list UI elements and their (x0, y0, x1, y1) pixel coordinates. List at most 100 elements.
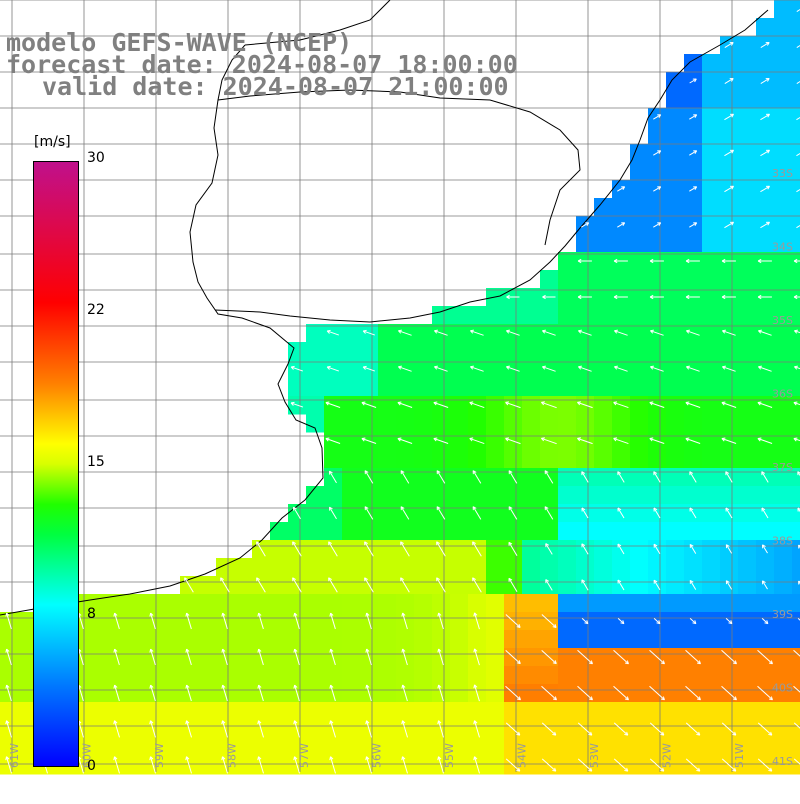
wind-speed-cell (702, 108, 721, 127)
wind-speed-cell (774, 108, 793, 127)
wind-speed-cell (198, 756, 217, 775)
wind-speed-cell (630, 450, 649, 469)
wind-speed-cell (0, 630, 19, 649)
wind-speed-cell (594, 234, 613, 253)
wind-speed-cell (792, 720, 800, 739)
wind-speed-cell (270, 720, 289, 739)
wind-speed-cell (306, 684, 325, 703)
wind-speed-cell (702, 738, 721, 757)
wind-speed-cell (450, 504, 469, 523)
wind-speed-cell (198, 720, 217, 739)
wind-speed-cell (360, 378, 379, 397)
wind-speed-cell (738, 270, 757, 289)
wind-speed-cell (360, 558, 379, 577)
wind-speed-cell (450, 630, 469, 649)
wind-speed-cell (702, 468, 721, 487)
wind-speed-cell (450, 648, 469, 667)
wind-speed-cell (702, 162, 721, 181)
wind-speed-cell (774, 144, 793, 163)
wind-speed-cell (414, 738, 433, 757)
wind-speed-cell (666, 684, 685, 703)
wind-speed-cell (792, 54, 800, 73)
wind-speed-cell (594, 432, 613, 451)
wind-speed-cell (468, 378, 487, 397)
wind-speed-cell (558, 630, 577, 649)
wind-speed-cell (162, 648, 181, 667)
wind-speed-cell (108, 702, 127, 721)
wind-speed-cell (774, 216, 793, 235)
wind-speed-cell (630, 648, 649, 667)
wind-speed-cell (666, 378, 685, 397)
wind-speed-cell (378, 558, 397, 577)
longitude-label: 56W (371, 743, 384, 768)
wind-speed-cell (126, 594, 145, 613)
wind-speed-cell (522, 450, 541, 469)
wind-speed-cell (738, 162, 757, 181)
wind-speed-cell (180, 702, 199, 721)
wind-speed-cell (630, 216, 649, 235)
wind-speed-cell (774, 288, 793, 307)
wind-speed-cell (738, 144, 757, 163)
wind-speed-cell (756, 54, 775, 73)
wind-speed-cell (378, 648, 397, 667)
wind-speed-cell (216, 630, 235, 649)
wind-speed-cell (774, 270, 793, 289)
wind-speed-cell (702, 306, 721, 325)
wind-speed-cell (468, 666, 487, 685)
wind-speed-cell (342, 432, 361, 451)
wind-speed-cell (594, 396, 613, 415)
wind-speed-cell (774, 36, 793, 55)
wind-speed-cell (648, 594, 667, 613)
wind-speed-cell (666, 504, 685, 523)
wind-speed-cell (540, 486, 559, 505)
wind-speed-cell (486, 684, 505, 703)
wind-speed-cell (558, 738, 577, 757)
wind-speed-cell (738, 594, 757, 613)
wind-speed-cell (738, 414, 757, 433)
wind-speed-cell (666, 720, 685, 739)
wind-speed-cell (684, 522, 703, 541)
wind-speed-cell (180, 594, 199, 613)
wind-speed-cell (630, 468, 649, 487)
wind-speed-cell (630, 414, 649, 433)
wind-speed-cell (666, 180, 685, 199)
wind-speed-cell (612, 558, 631, 577)
wind-speed-cell (432, 666, 451, 685)
wind-speed-cell (504, 558, 523, 577)
wind-speed-cell (450, 414, 469, 433)
wind-speed-cell (594, 594, 613, 613)
wind-speed-cell (540, 306, 559, 325)
wind-speed-cell (450, 450, 469, 469)
wind-speed-cell (522, 324, 541, 343)
wind-speed-cell (522, 396, 541, 415)
wind-speed-cell (738, 504, 757, 523)
wind-speed-cell (666, 306, 685, 325)
wind-speed-cell (486, 594, 505, 613)
wind-speed-cell (792, 144, 800, 163)
wind-speed-cell (270, 612, 289, 631)
wind-speed-cell (738, 522, 757, 541)
wind-speed-cell (792, 0, 800, 19)
wind-speed-cell (198, 666, 217, 685)
colorbar-tick-15: 15 (87, 454, 105, 470)
wind-speed-cell (738, 468, 757, 487)
wind-speed-cell (558, 612, 577, 631)
wind-speed-cell (522, 504, 541, 523)
wind-speed-cell (576, 594, 595, 613)
latitude-label: 39S (772, 608, 793, 621)
wind-speed-cell (342, 414, 361, 433)
longitude-label: 54W (516, 743, 529, 768)
wind-speed-cell (720, 198, 739, 217)
wind-speed-cell (558, 720, 577, 739)
wind-speed-cell (414, 720, 433, 739)
wind-speed-cell (666, 72, 685, 91)
wind-speed-cell (576, 702, 595, 721)
wind-speed-cell (630, 612, 649, 631)
wind-speed-cell (126, 702, 145, 721)
wind-speed-cell (288, 666, 307, 685)
wind-speed-cell (738, 576, 757, 595)
wind-speed-cell (702, 90, 721, 109)
wind-speed-cell (684, 198, 703, 217)
wind-speed-cell (504, 666, 523, 685)
